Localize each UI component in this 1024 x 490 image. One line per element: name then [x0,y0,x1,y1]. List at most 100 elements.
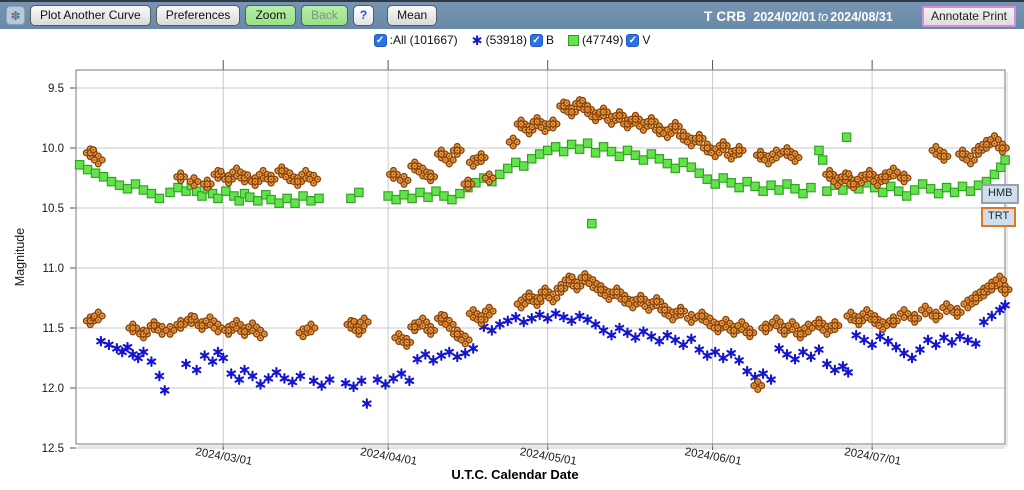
data-point-trt-cluster [221,322,237,338]
data-point-b [798,346,808,358]
data-point-v [106,176,117,187]
data-point-b [678,339,689,351]
data-point-v [282,193,292,204]
data-point-b [226,368,236,379]
x-tick-label: 2024/03/01 [194,446,253,468]
data-point-v [98,172,109,182]
data-point-b [915,344,925,355]
data-point-trt-cluster [441,152,457,168]
data-point-trt-cluster [553,280,569,296]
data-point-v [542,145,553,156]
data-point-b [372,374,383,385]
back-button[interactable]: Back [301,5,348,26]
legend-b-count: (53918) [485,33,527,47]
data-point-b [279,373,290,384]
data-point-trt-cluster [263,171,279,187]
x-tick-label: 2024/07/01 [843,446,902,468]
data-point-b [207,356,218,367]
data-point-b [774,343,784,354]
data-point-trt-cluster [521,122,537,138]
data-point-b [138,346,149,358]
data-point-b [452,351,463,363]
data-point-trt-cluster [505,134,521,150]
data-point-v [447,194,457,205]
data-point-v [742,176,752,187]
data-point-trt-cluster [869,174,885,190]
data-point-v [314,193,324,204]
data-point-v [814,145,824,156]
b-checkbox[interactable]: ✓ [529,33,543,47]
data-point-trt-cluster [838,169,854,185]
mean-button[interactable]: Mean [387,5,438,26]
data-point-trt-cluster [202,313,218,329]
data-point-b [181,358,191,370]
y-tick-label: 11.0 [42,263,64,275]
data-point-trt-cluster [949,304,965,320]
data-point-trt-cluster [199,176,215,192]
data-point-v [798,188,808,199]
data-point-v [439,191,449,201]
data-point-v [598,142,609,152]
data-point-b [638,326,649,337]
data-point-trt-cluster [423,322,439,338]
aavso-logo-icon[interactable]: ✽ [6,6,25,25]
legend-b-label: B [545,33,554,47]
help-button[interactable]: ? [352,5,375,26]
data-point-trt-cluster [963,152,978,168]
data-point-b [766,374,776,385]
data-point-b [247,370,258,382]
annotate-print-button[interactable]: Annotate Print [921,6,1016,27]
data-point-b [875,331,885,342]
all-checkbox[interactable]: ✓ [373,33,387,47]
observer-label-trt[interactable]: TRT [981,207,1017,227]
data-point-v [266,194,276,205]
data-point-b [622,327,633,339]
preferences-button[interactable]: Preferences [155,5,241,26]
data-point-v [298,191,308,201]
data-point-b [994,304,1005,316]
data-point-v [710,179,720,189]
data-point-trt-cluster [90,152,106,168]
data-point-b [1000,299,1010,311]
v-checkbox[interactable]: ✓ [626,33,640,47]
data-point-trt-cluster [758,320,774,336]
data-point-v [790,184,800,194]
data-point-trt-cluster [875,318,891,334]
zoom-button[interactable]: Zoom [245,5,297,26]
data-point-trt-cluster [221,171,237,187]
data-point-trt-cluster [928,308,944,324]
data-point-trt-cluster [710,320,726,336]
data-point-b [263,373,274,384]
data-point-trt-cluster [984,278,1000,294]
data-point-v [455,188,465,199]
data-point-b [590,319,601,330]
data-point-v [734,182,744,193]
observer-label-hmb[interactable]: HMB [981,184,1020,204]
data-point-trt-cluster [986,132,1002,148]
data-point-b [495,319,505,330]
data-point-b [550,308,561,319]
data-point-trt-cluster [861,166,877,182]
data-point-trt-cluster [867,312,883,328]
data-point-v [1000,155,1010,165]
data-point-v [909,185,920,195]
data-point-b [939,332,949,343]
legend-all-label: :All (101667) [389,33,458,47]
data-point-b [412,353,423,365]
data-point-b [420,349,431,360]
data-point-trt-cluster [992,272,1008,288]
data-point-trt-cluster [173,316,189,332]
data-point-b [646,331,657,342]
data-point-v [306,196,316,206]
data-point-v [526,154,537,164]
star-name: T CRB [704,9,747,24]
y-tick-label: 9.5 [48,83,64,95]
plot-another-curve-button[interactable]: Plot Another Curve [30,5,151,26]
data-point-b [971,338,981,349]
data-point-trt-cluster [564,104,580,120]
data-point-trt-cluster [784,318,800,334]
data-point-b [146,356,157,367]
data-point-v [614,151,625,162]
data-point-b [923,334,933,346]
